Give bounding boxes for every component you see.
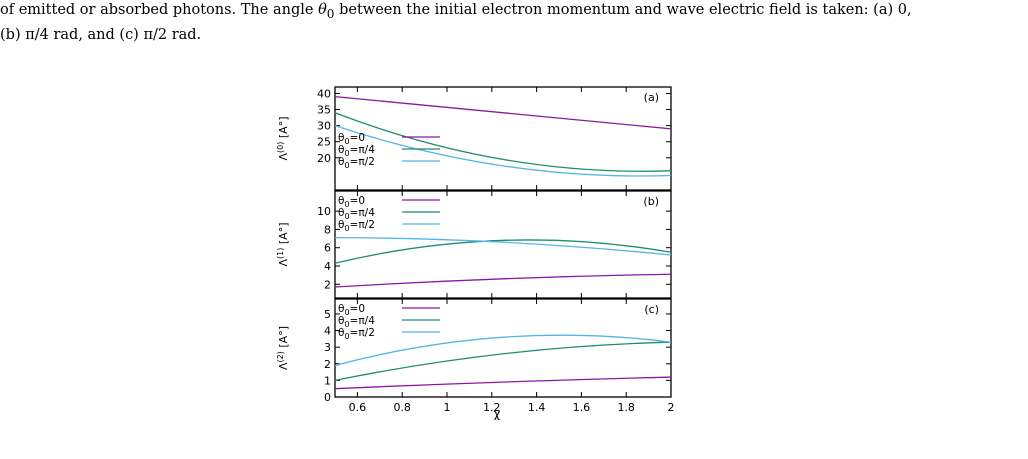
y-tick-label: 2 bbox=[324, 278, 331, 291]
y-tick-label: 5 bbox=[324, 308, 331, 321]
y-tick-label: 2 bbox=[324, 358, 331, 371]
series-line-1 bbox=[334, 376, 672, 390]
legend-entry-rest: =0 bbox=[350, 195, 365, 207]
y-tick-label: 8 bbox=[324, 223, 331, 236]
panel-frame bbox=[334, 190, 672, 299]
series-line-1 bbox=[334, 96, 672, 130]
x-tick-label: 1 bbox=[444, 401, 451, 414]
y-axis-label: Λ(2) [A°] bbox=[276, 326, 290, 370]
y-axis-label-sup: (2) bbox=[276, 351, 285, 362]
series-line-3 bbox=[334, 125, 672, 177]
legend-entry-base: θ bbox=[338, 132, 344, 144]
legend-entry-base: θ bbox=[338, 207, 344, 219]
y-tick-label: 6 bbox=[324, 242, 331, 255]
y-tick-label: 35 bbox=[317, 104, 331, 117]
y-tick-label: 40 bbox=[317, 87, 331, 100]
series-line-1 bbox=[334, 273, 672, 288]
legend-entry-sub: 0 bbox=[344, 332, 349, 341]
y-tick-label: 20 bbox=[317, 152, 331, 165]
legend-entry-sub: 0 bbox=[344, 320, 349, 329]
panel-label: (c) bbox=[644, 303, 659, 316]
y-axis-label-suffix: [A°] bbox=[277, 117, 290, 142]
y-axis-label-suffix: [A°] bbox=[277, 223, 290, 248]
legend-entry-base: θ bbox=[338, 315, 344, 327]
panel-label: (b) bbox=[643, 195, 659, 208]
series-line-3 bbox=[334, 334, 672, 367]
legend-entry-3: θ0=π/2 bbox=[338, 327, 375, 341]
y-axis-label-sup: (1) bbox=[276, 248, 285, 259]
x-tick-label: 0.6 bbox=[349, 401, 367, 414]
series-line-2 bbox=[334, 341, 672, 382]
x-tick-label: 1.4 bbox=[528, 401, 546, 414]
x-tick-label: 1.8 bbox=[617, 401, 635, 414]
legend-entry-rest: =π/4 bbox=[350, 144, 376, 156]
y-axis-label-sup: (0) bbox=[276, 142, 285, 153]
legend-entry-rest: =π/2 bbox=[350, 327, 375, 339]
legend-entry-sub: 0 bbox=[344, 161, 349, 170]
y-axis-label-prefix: Λ bbox=[277, 362, 290, 370]
legend-entry-base: θ bbox=[338, 156, 344, 168]
series-line-2 bbox=[334, 112, 672, 172]
y-axis-label-suffix: [A°] bbox=[277, 326, 290, 351]
x-tick-label: 0.8 bbox=[393, 401, 411, 414]
caption-text-1: of emitted or absorbed photons. The angl… bbox=[0, 2, 319, 18]
legend-entry-sub: 0 bbox=[344, 137, 349, 146]
legend-entry-sub: 0 bbox=[344, 308, 349, 317]
panel-label: (a) bbox=[644, 91, 659, 104]
legend-entry-rest: =0 bbox=[350, 303, 365, 315]
legend-entry-2: θ0=π/4 bbox=[338, 315, 375, 329]
legend-entry-1: θ0=0 bbox=[338, 303, 365, 317]
legend-entry-base: θ bbox=[338, 327, 344, 339]
x-tick-label: 1.6 bbox=[573, 401, 591, 414]
theta-symbol: θ bbox=[318, 2, 327, 18]
legend-entry-base: θ bbox=[338, 144, 344, 156]
legend-entry-sub: 0 bbox=[344, 224, 349, 233]
theta-subscript: 0 bbox=[326, 6, 335, 21]
legend-entry-rest: =0 bbox=[350, 132, 365, 144]
legend-entry-sub: 0 bbox=[344, 200, 349, 209]
legend-entry-1: θ0=0 bbox=[338, 195, 365, 209]
legend-entry-rest: =π/4 bbox=[350, 315, 376, 327]
y-tick-label: 30 bbox=[317, 120, 331, 133]
legend-entry-base: θ bbox=[338, 219, 344, 231]
panel-frame bbox=[334, 298, 672, 398]
legend-entry-rest: =π/4 bbox=[350, 207, 376, 219]
caption-line-2: (b) π/4 rad, and (c) π/2 rad. bbox=[0, 26, 202, 43]
legend-entry-3: θ0=π/2 bbox=[338, 156, 375, 170]
caption-line-1: of emitted or absorbed photons. The angl… bbox=[0, 0, 1024, 25]
legend-entry-1: θ0=0 bbox=[338, 132, 365, 146]
panel-frame bbox=[334, 86, 672, 191]
y-axis-label-prefix: Λ bbox=[277, 258, 290, 266]
figure-caption: of emitted or absorbed photons. The angl… bbox=[0, 0, 1024, 46]
y-axis-label: Λ(1) [A°] bbox=[276, 223, 290, 267]
legend-entry-rest: =π/2 bbox=[350, 156, 375, 168]
y-tick-label: 10 bbox=[317, 205, 331, 218]
y-tick-label: 0 bbox=[324, 391, 331, 404]
legend-entry-rest: =π/2 bbox=[350, 219, 375, 231]
series-line-2 bbox=[334, 239, 672, 264]
legend-entry-base: θ bbox=[338, 303, 344, 315]
caption-text-2: between the initial electron momentum an… bbox=[334, 2, 912, 18]
y-axis-label: Λ(0) [A°] bbox=[276, 117, 290, 161]
y-tick-label: 25 bbox=[317, 136, 331, 149]
x-tick-label: 1.2 bbox=[483, 401, 501, 414]
legend-entry-3: θ0=π/2 bbox=[338, 219, 375, 233]
y-axis-label-prefix: Λ bbox=[277, 152, 290, 160]
legend-entry-sub: 0 bbox=[344, 212, 349, 221]
legend-entry-2: θ0=π/4 bbox=[338, 144, 375, 158]
legend-entry-base: θ bbox=[338, 195, 344, 207]
y-tick-label: 1 bbox=[324, 374, 331, 387]
legend-entry-sub: 0 bbox=[344, 149, 349, 158]
y-tick-label: 3 bbox=[324, 341, 331, 354]
x-axis-label: χ bbox=[494, 407, 501, 420]
legend-entry-2: θ0=π/4 bbox=[338, 207, 375, 221]
y-tick-label: 4 bbox=[324, 260, 331, 273]
y-tick-label: 4 bbox=[324, 325, 331, 338]
series-line-3 bbox=[334, 236, 672, 256]
x-tick-label: 2 bbox=[668, 401, 675, 414]
